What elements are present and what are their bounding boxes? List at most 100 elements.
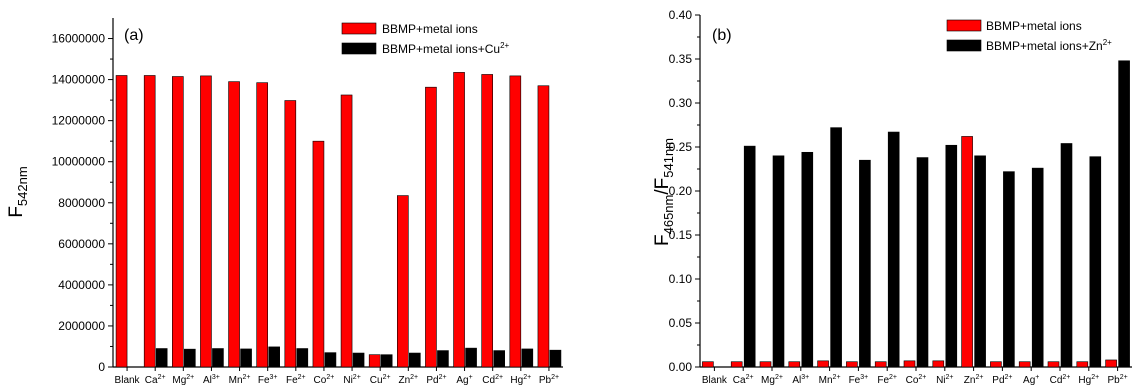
bar-red-ca-2plus <box>730 361 743 368</box>
bar-red-al-3plus <box>200 75 212 368</box>
x-tick-label: Pd2+ <box>426 374 446 386</box>
y-tick-label: 16000000 <box>52 32 106 46</box>
legend-entry-1: BBMP+metal ions <box>986 19 1082 33</box>
bar-black-pb-2plus <box>549 349 562 368</box>
bar-black-fe-3plus <box>268 346 280 368</box>
bar-red-pd-2plus <box>425 86 437 368</box>
x-tick-label: Ca2+ <box>145 374 166 386</box>
legend-swatch-black <box>946 39 982 52</box>
y-tick-label: 10000000 <box>52 155 106 169</box>
bar-red-ag-plus <box>1018 361 1031 368</box>
panel-label: (b) <box>712 27 732 44</box>
bar-red-ca-2plus <box>143 75 156 368</box>
bar-red-co-2plus <box>312 140 325 368</box>
y-tick-label: 4000000 <box>58 278 105 292</box>
x-tick-label: Mg2+ <box>761 374 783 386</box>
x-tick-label: Mn2+ <box>229 374 251 386</box>
bar-black-cu-2plus <box>380 354 393 368</box>
bar-black-fe-3plus <box>859 159 871 368</box>
bar-black-ag-plus <box>465 347 477 368</box>
y-tick-label: 0.20 <box>669 184 693 198</box>
x-tick-label: Pb2+ <box>1107 374 1127 386</box>
y-tick-label: 0.15 <box>669 228 693 242</box>
x-tick-label: Ag+ <box>1023 374 1039 386</box>
y-tick-label: 8000000 <box>58 196 105 210</box>
y-tick-label: 0.40 <box>669 8 693 22</box>
bar-black-cd-2plus <box>493 350 505 368</box>
bar-black-ni-2plus <box>352 352 365 368</box>
bar-black-ca-2plus <box>743 145 756 368</box>
bar-black-ni-2plus <box>945 144 958 368</box>
x-tick-label: Blank <box>115 375 141 386</box>
bar-red-blank <box>702 361 714 368</box>
legend-entry-2: BBMP+metal ions+Cu2+ <box>382 41 510 56</box>
bar-red-pb-2plus <box>1105 359 1117 368</box>
x-tick-label: Fe2+ <box>286 374 306 386</box>
bar-black-pd-2plus <box>437 350 449 368</box>
x-tick-label: Hg2+ <box>1078 374 1099 386</box>
bar-black-ag-plus <box>1031 167 1044 368</box>
legend-entry-2: BBMP+metal ions+Zn2+ <box>986 38 1112 53</box>
bar-black-mg-2plus <box>184 348 196 368</box>
bar-red-ag-plus <box>453 72 465 368</box>
bar-red-cd-2plus <box>481 74 493 368</box>
x-tick-label: Fe2+ <box>877 374 897 386</box>
x-tick-label: Mn2+ <box>819 374 841 386</box>
x-tick-label: Zn2+ <box>398 374 418 386</box>
bar-black-co-2plus <box>324 352 337 368</box>
bar-red-mn-2plus <box>228 81 240 368</box>
y-tick-label: 0.05 <box>669 316 693 330</box>
x-tick-label: Al3+ <box>792 374 809 386</box>
x-tick-label: Ag+ <box>456 374 472 386</box>
bar-red-ni-2plus <box>340 94 353 368</box>
legend-entry-1: BBMP+metal ions <box>382 22 478 36</box>
bar-red-cu-2plus <box>368 354 381 368</box>
bar-red-fe-3plus <box>256 82 268 368</box>
bar-red-mn-2plus <box>817 360 829 368</box>
x-tick-label: Co2+ <box>314 374 335 386</box>
x-tick-label: Ni2+ <box>936 374 953 386</box>
bar-black-ca-2plus <box>155 348 168 368</box>
y-tick-label: 0.30 <box>669 96 693 110</box>
bar-red-hg-2plus <box>509 75 522 368</box>
x-tick-label: Cd2+ <box>1050 374 1071 386</box>
bar-red-fe-2plus <box>874 361 887 368</box>
bar-black-zn-2plus <box>974 155 986 368</box>
bar-black-fe-2plus <box>887 131 900 368</box>
x-tick-label: Ca2+ <box>733 374 754 386</box>
x-tick-label: Ni2+ <box>343 374 360 386</box>
bar-black-hg-2plus <box>1089 156 1102 368</box>
x-tick-label: Blank <box>702 375 728 386</box>
bar-red-hg-2plus <box>1076 361 1089 368</box>
bar-red-cd-2plus <box>1047 361 1060 368</box>
bar-red-ni-2plus <box>932 360 945 368</box>
bar-red-pd-2plus <box>990 361 1002 368</box>
y-tick-label: 2000000 <box>58 319 105 333</box>
x-tick-label: Al3+ <box>203 374 220 386</box>
bar-black-mg-2plus <box>772 155 785 368</box>
bar-red-zn-2plus <box>397 195 409 368</box>
y-tick-label: 0.35 <box>669 52 693 66</box>
x-tick-label: Cd2+ <box>482 374 503 386</box>
legend-swatch-red <box>946 19 982 32</box>
bar-red-fe-2plus <box>284 100 297 368</box>
panel-b: 0.00 0.05 0.10 0.15 0.20 0.25 0.30 0.35 0.40 Blan… <box>652 8 1132 386</box>
bar-black-hg-2plus <box>521 348 534 368</box>
y-axis-label: F542nm <box>6 166 30 217</box>
x-tick-label: Fe3+ <box>258 374 278 386</box>
bar-black-cd-2plus <box>1060 143 1073 368</box>
x-tick-label: Zn2+ <box>964 374 984 386</box>
y-tick-label: 0 <box>98 360 105 374</box>
bar-red-mg-2plus <box>172 76 184 368</box>
bar-red-fe-3plus <box>846 361 858 368</box>
bar-black-mn-2plus <box>830 127 842 368</box>
legend-swatch-black <box>341 42 377 55</box>
y-tick-label: 14000000 <box>52 73 106 87</box>
x-tick-label: Co2+ <box>906 374 927 386</box>
bar-red-mg-2plus <box>759 361 772 368</box>
x-tick-label: Fe3+ <box>849 374 869 386</box>
y-tick-label: 6000000 <box>58 237 105 251</box>
y-tick-label: 12000000 <box>52 114 106 128</box>
